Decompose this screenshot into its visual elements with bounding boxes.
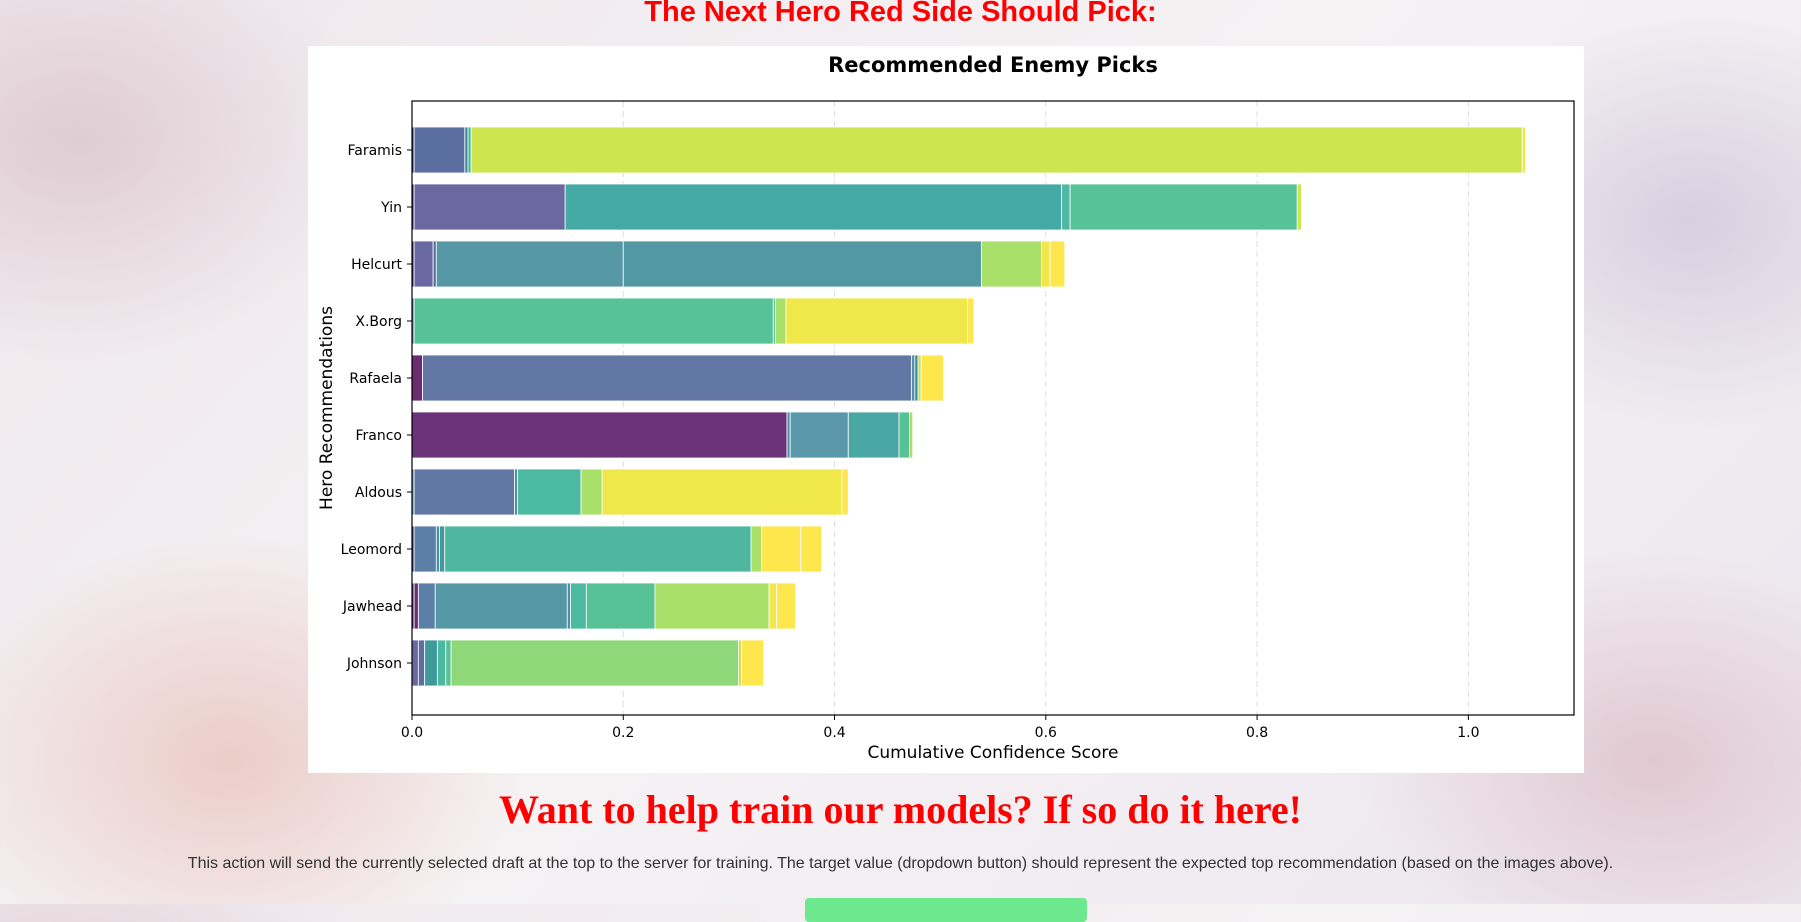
bar-segment: [911, 354, 916, 402]
bar-segment: [847, 411, 900, 459]
bar-segment: [800, 525, 823, 573]
bar-segment: [920, 354, 944, 402]
y-tick-label: Helcurt: [351, 257, 402, 273]
x-axis-ticks: 0.0 0.2 0.4 0.6 0.8 1.0: [401, 715, 1479, 741]
bar-segment: [654, 582, 770, 630]
bar-segment: [761, 525, 802, 573]
bar-segment: [464, 126, 469, 174]
bar-segment: [413, 468, 515, 516]
x-tick-label: 0.8: [1246, 725, 1268, 741]
bar-segment: [411, 354, 423, 402]
bar-segment: [439, 525, 446, 573]
bar-segment: [580, 468, 603, 516]
y-tick-label: Jawhead: [342, 599, 402, 615]
x-tick-label: 0.2: [612, 725, 634, 741]
x-tick-label: 0.0: [401, 725, 423, 741]
bar-segment: [785, 297, 969, 345]
bar-segment: [564, 183, 1063, 231]
submit-draft-button[interactable]: [805, 898, 1087, 922]
bar-segment: [411, 639, 419, 687]
y-tick-label: Rafaela: [349, 371, 402, 387]
bar-segment: [789, 411, 849, 459]
bar-segment: [417, 582, 436, 630]
bar-segment: [413, 297, 774, 345]
bar-segment: [417, 639, 426, 687]
bar-segment: [413, 240, 434, 288]
bar-segment: [917, 354, 922, 402]
bar-segment: [444, 525, 752, 573]
bar-segment: [750, 525, 763, 573]
bar-segment: [601, 468, 843, 516]
info-text: This action will send the currently sele…: [187, 855, 1614, 872]
bar-segment: [768, 582, 777, 630]
bar-segment: [898, 411, 910, 459]
y-tick-label: Aldous: [355, 485, 402, 501]
bar-segment: [445, 639, 452, 687]
bar-segment: [841, 468, 849, 516]
bar-segment: [514, 468, 519, 516]
y-axis-ticks: Faramis Yin Helcurt X.Borg Rafaela Franco Aldo…: [341, 143, 412, 672]
bar-segment: [1521, 126, 1526, 174]
bar-segment: [1049, 240, 1066, 288]
y-tick-label: Yin: [380, 200, 402, 216]
y-tick-label: Franco: [355, 428, 402, 444]
bar-segment: [422, 354, 913, 402]
x-tick-label: 0.6: [1035, 725, 1057, 741]
stacked-bar-chart: Recommended Enemy Picks Faramis Yin Helcur…: [317, 53, 1575, 763]
chart-title: Recommended Enemy Picks: [828, 53, 1158, 77]
bar-segment: [413, 582, 419, 630]
bar-segment: [1069, 183, 1298, 231]
bar-segment: [741, 639, 765, 687]
bar-segment: [435, 525, 440, 573]
bar-segment: [980, 240, 1042, 288]
bar-segment: [909, 411, 914, 459]
bar-segment: [967, 297, 975, 345]
bar-segment: [413, 183, 566, 231]
page-heading: The Next Hero Red Side Should Pick:: [644, 0, 1157, 28]
bar-segment: [1061, 183, 1071, 231]
bar-segment: [622, 240, 982, 288]
bar-segment: [432, 240, 437, 288]
bar-segment: [566, 582, 571, 630]
y-tick-label: Johnson: [346, 656, 402, 672]
bar-segment: [411, 411, 788, 459]
bar-segment: [450, 639, 739, 687]
bar-segment: [914, 354, 919, 402]
chart-card: Recommended Enemy Picks Faramis Yin Helcur…: [308, 46, 1584, 773]
bar-segment: [413, 525, 437, 573]
bar-segment: [517, 468, 582, 516]
bar-segment: [435, 240, 624, 288]
bar-segment: [585, 582, 656, 630]
x-tick-label: 1.0: [1457, 725, 1479, 741]
bar-segment: [434, 582, 568, 630]
x-tick-label: 0.4: [823, 725, 845, 741]
cta-heading: Want to help train our models? If so do …: [499, 787, 1302, 832]
bar-segment: [413, 126, 466, 174]
bar-segment: [424, 639, 438, 687]
bar-segment: [570, 582, 587, 630]
bar-segment: [467, 126, 472, 174]
y-tick-label: Leomord: [341, 542, 402, 558]
bar-segment: [1041, 240, 1051, 288]
bar-segment: [738, 639, 742, 687]
bar-segment: [786, 411, 791, 459]
bar-segment: [470, 126, 1523, 174]
y-tick-label: Faramis: [347, 143, 402, 159]
bar-segment: [1296, 183, 1302, 231]
y-axis-label: Hero Recommendations: [317, 306, 337, 510]
bar-segment: [436, 639, 447, 687]
y-tick-label: X.Borg: [355, 314, 402, 330]
x-axis-label: Cumulative Confidence Score: [867, 743, 1118, 763]
bar-segment: [776, 582, 796, 630]
bar-segment: [774, 297, 787, 345]
plot-frame: [411, 100, 1575, 716]
bars: [411, 126, 1526, 687]
